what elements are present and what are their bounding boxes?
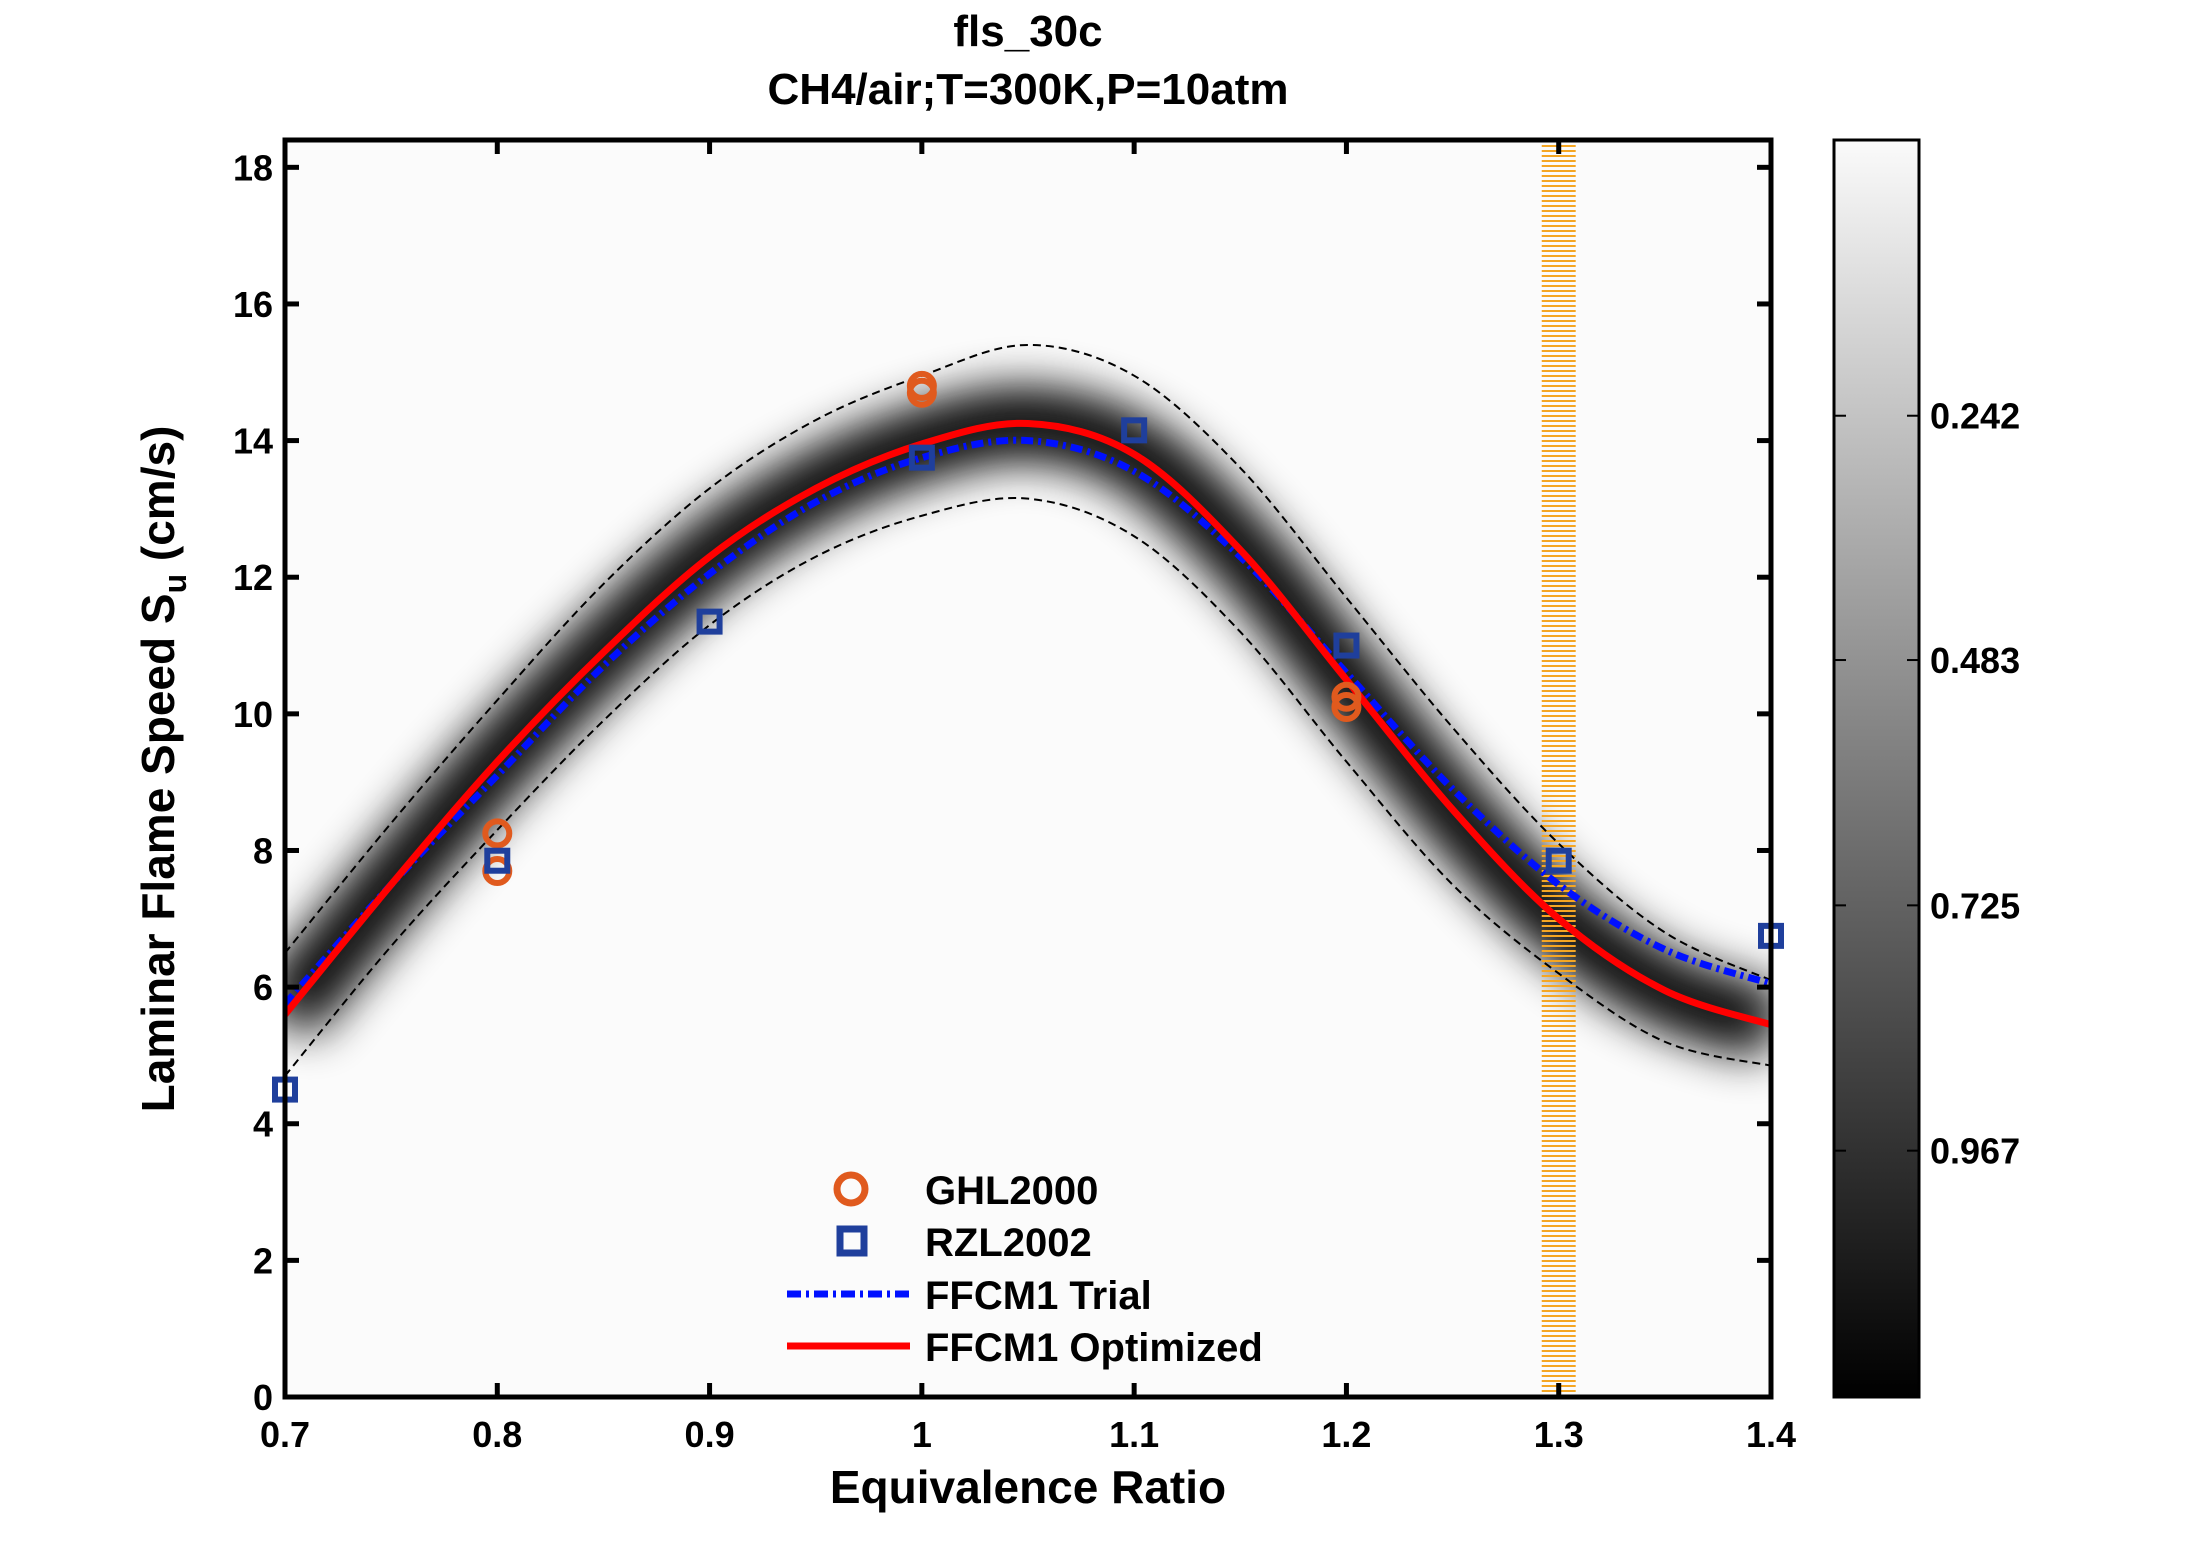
legend-label: FFCM1 Optimized (925, 1326, 1263, 1370)
y-tick-label: 18 (233, 147, 273, 188)
y-tick-label: 0 (253, 1377, 273, 1418)
y-tick-label: 4 (253, 1104, 273, 1145)
x-tick-label: 1 (912, 1414, 932, 1455)
y-tick-label: 12 (233, 557, 273, 598)
y-axis-label-main: Laminar Flame Speed S (132, 593, 184, 1112)
plot-area: 0.7 0.8 0.9 1 1.1 1.2 1.3 1.4 0 2 4 6 8 10 12 14 16 18 (233, 137, 1796, 1455)
lower-uncertainty-bound (285, 497, 1771, 1077)
legend-label: GHL2000 (925, 1169, 1098, 1213)
y-tick-label: 8 (253, 830, 273, 871)
colorbar-tick-label: 0.242 (1930, 396, 2020, 437)
data-point-ghl2000 (1331, 681, 1362, 712)
data-point-ghl2000 (1331, 692, 1362, 723)
colorbar-tick-label: 0.967 (1930, 1131, 2020, 1172)
legend-marker-circle-icon (833, 1171, 869, 1207)
plot-clip-group (285, 140, 1771, 1397)
legend-label: FFCM1 Trial (925, 1274, 1152, 1318)
data-point-rzl2002 (696, 608, 723, 635)
y-axis-label-unit: (cm/s) (132, 426, 184, 574)
y-tick-label: 6 (253, 967, 273, 1008)
x-tick-label: 1.3 (1534, 1414, 1584, 1455)
data-point-rzl2002 (1121, 417, 1148, 444)
y-tick-label: 16 (233, 284, 273, 325)
highlight-band-phi-1.3 (1541, 140, 1576, 1397)
legend-marker-square-icon (836, 1225, 868, 1257)
upper-uncertainty-bound (285, 343, 1771, 982)
data-point-ghl2000 (906, 377, 937, 408)
axes-frame (282, 137, 1774, 1400)
colorbar: 0.242 0.483 0.725 0.967 (1832, 138, 2020, 1399)
data-point-rzl2002 (1333, 632, 1360, 659)
legend-item-rzl2002: RZL2002 (836, 1221, 1092, 1265)
colorbar-tick-label: 0.483 (1930, 640, 2020, 681)
x-tick-label: 1.2 (1321, 1414, 1371, 1455)
y-tick-label: 2 (253, 1240, 273, 1281)
y-axis-label-subscript: u (157, 574, 193, 594)
legend-item-ffcm1-optimized: FFCM1 Optimized (787, 1326, 1263, 1370)
data-point-rzl2002 (908, 444, 935, 471)
x-axis-label: Equivalence Ratio (830, 1461, 1226, 1513)
data-point-ghl2000 (482, 818, 513, 849)
x-tick-label: 0.9 (685, 1414, 735, 1455)
x-tick-label: 1.4 (1746, 1414, 1796, 1455)
y-tick-label: 14 (233, 421, 273, 462)
data-point-rzl2002 (1545, 847, 1572, 874)
x-tick-label: 0.7 (260, 1414, 310, 1455)
series-line-ffcm1-optimized (285, 419, 1771, 1029)
legend-item-ffcm1-trial: FFCM1 Trial (787, 1274, 1152, 1318)
x-tick-label: 0.8 (472, 1414, 522, 1455)
legend-item-ghl2000: GHL2000 (833, 1169, 1098, 1213)
y-tick-label: 10 (233, 694, 273, 735)
x-tick-label: 1.1 (1109, 1414, 1159, 1455)
colorbar-gradient (1832, 138, 1921, 1399)
legend-label: RZL2002 (925, 1221, 1092, 1265)
legend: GHL2000 RZL2002 FFCM1 Trial FFCM1 Optimized (787, 1169, 1263, 1370)
y-axis-label: Laminar Flame Speed Su (cm/s) (132, 426, 193, 1113)
data-point-rzl2002 (484, 847, 511, 874)
colorbar-tick-label: 0.725 (1930, 885, 2020, 926)
chart-subtitle: CH4/air;T=300K,P=10atm (768, 65, 1289, 114)
chart-title: fls_30c (953, 7, 1102, 56)
series-line-ffcm1-trial (285, 436, 1771, 1007)
